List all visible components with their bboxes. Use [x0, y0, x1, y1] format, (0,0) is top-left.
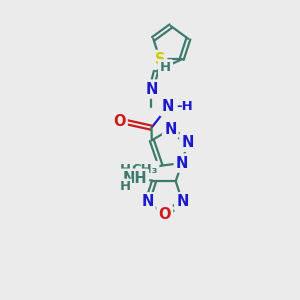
Text: O: O	[113, 114, 126, 129]
Text: N: N	[162, 99, 174, 114]
Text: NH: NH	[122, 171, 147, 186]
Text: N: N	[182, 135, 194, 150]
Text: O: O	[159, 207, 171, 222]
Text: CH₃: CH₃	[131, 163, 158, 176]
Text: N: N	[141, 194, 154, 209]
Text: H: H	[120, 180, 131, 193]
Text: N: N	[145, 82, 158, 97]
Text: S: S	[155, 52, 165, 67]
Text: N: N	[164, 122, 176, 137]
Text: N: N	[176, 194, 189, 209]
Text: -H: -H	[176, 100, 193, 113]
Text: N: N	[176, 156, 188, 171]
Text: H: H	[120, 164, 131, 176]
Text: H: H	[160, 61, 171, 74]
